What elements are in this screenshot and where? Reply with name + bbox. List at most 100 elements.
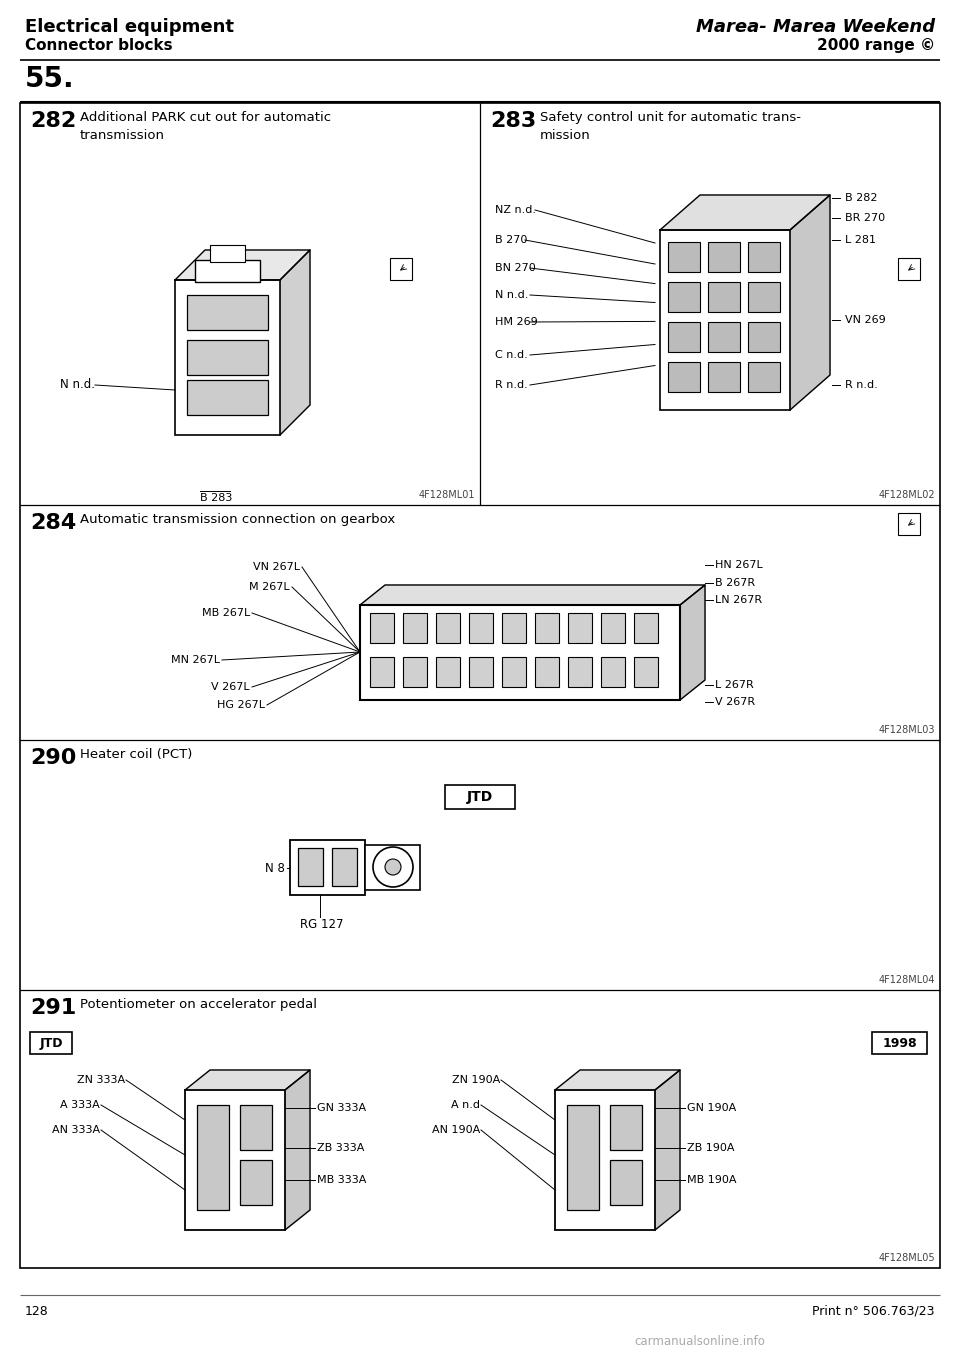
Bar — [445, 786, 515, 808]
Polygon shape — [185, 1069, 310, 1090]
Bar — [708, 362, 740, 392]
Bar — [175, 280, 280, 435]
Circle shape — [373, 846, 413, 887]
Polygon shape — [280, 250, 310, 435]
Text: B 282: B 282 — [845, 193, 877, 203]
Bar — [668, 242, 700, 272]
Bar — [469, 657, 493, 687]
Text: MN 267L: MN 267L — [171, 654, 220, 665]
Text: JTD: JTD — [39, 1037, 62, 1051]
Text: Potentiometer on accelerator pedal: Potentiometer on accelerator pedal — [80, 998, 317, 1011]
Text: MB 267L: MB 267L — [202, 608, 250, 618]
Bar — [197, 1105, 229, 1210]
Bar — [30, 1032, 72, 1055]
Text: 4F128ML01: 4F128ML01 — [419, 489, 475, 500]
Bar — [365, 845, 420, 890]
Bar — [502, 657, 526, 687]
Text: N 8: N 8 — [265, 861, 285, 875]
Text: 283: 283 — [490, 111, 537, 131]
Text: GN 333A: GN 333A — [317, 1103, 366, 1113]
Bar — [185, 1090, 285, 1230]
Text: MB 333A: MB 333A — [317, 1175, 367, 1184]
Text: M 267L: M 267L — [250, 581, 290, 592]
Text: Marea- Marea Weekend: Marea- Marea Weekend — [696, 18, 935, 37]
Text: L 267R: L 267R — [715, 680, 754, 690]
Bar — [610, 1160, 642, 1205]
Text: 282: 282 — [30, 111, 76, 131]
Polygon shape — [680, 585, 705, 700]
Bar — [360, 604, 680, 700]
Bar — [403, 657, 427, 687]
Bar — [708, 283, 740, 312]
Text: V 267R: V 267R — [715, 698, 756, 707]
Text: Heater coil (PCT): Heater coil (PCT) — [80, 748, 192, 761]
Polygon shape — [175, 250, 310, 280]
Text: B 283: B 283 — [200, 493, 232, 503]
Text: Electrical equipment: Electrical equipment — [25, 18, 234, 37]
Bar — [290, 840, 365, 895]
Bar — [748, 362, 780, 392]
Bar — [502, 612, 526, 644]
Text: Automatic transmission connection on gearbox: Automatic transmission connection on gea… — [80, 512, 396, 526]
Bar — [332, 848, 357, 886]
Bar — [436, 612, 460, 644]
Text: BN 270: BN 270 — [495, 264, 536, 273]
Bar — [298, 848, 323, 886]
Text: carmanualsonline.info: carmanualsonline.info — [635, 1334, 765, 1348]
Text: A n.d: A n.d — [451, 1101, 480, 1110]
Text: BR 270: BR 270 — [845, 214, 885, 223]
Bar — [567, 1105, 599, 1210]
Bar — [898, 512, 920, 535]
Text: B 267R: B 267R — [715, 579, 756, 588]
Bar — [610, 1105, 642, 1151]
Text: Additional PARK cut out for automatic
transmission: Additional PARK cut out for automatic tr… — [80, 111, 331, 142]
Bar — [601, 657, 625, 687]
Bar — [634, 657, 658, 687]
Text: 4F128ML03: 4F128ML03 — [878, 725, 935, 735]
Text: 4F128ML02: 4F128ML02 — [878, 489, 935, 500]
Text: 128: 128 — [25, 1305, 49, 1318]
Bar — [668, 362, 700, 392]
Text: A 333A: A 333A — [60, 1101, 100, 1110]
Text: LN 267R: LN 267R — [715, 595, 762, 604]
Text: 284: 284 — [30, 512, 76, 533]
Text: R n.d.: R n.d. — [845, 380, 877, 389]
Bar — [370, 657, 394, 687]
Bar — [568, 612, 592, 644]
Bar — [240, 1105, 272, 1151]
Bar — [210, 245, 245, 262]
Bar — [708, 242, 740, 272]
Text: ZB 333A: ZB 333A — [317, 1142, 365, 1153]
Polygon shape — [660, 195, 830, 230]
Text: AN 333A: AN 333A — [52, 1125, 100, 1134]
Text: 290: 290 — [30, 748, 77, 768]
Text: 1998: 1998 — [882, 1037, 918, 1051]
Text: 4F128ML04: 4F128ML04 — [878, 975, 935, 986]
Text: MB 190A: MB 190A — [687, 1175, 736, 1184]
Text: AN 190A: AN 190A — [432, 1125, 480, 1134]
Bar — [898, 258, 920, 280]
Bar — [668, 322, 700, 352]
Bar — [872, 1032, 927, 1055]
Text: V 267L: V 267L — [211, 681, 250, 692]
Polygon shape — [790, 195, 830, 410]
Bar — [195, 260, 260, 283]
Bar — [240, 1160, 272, 1205]
Bar — [403, 612, 427, 644]
Bar — [535, 612, 559, 644]
Bar — [20, 103, 940, 1268]
Text: ZN 333A: ZN 333A — [77, 1075, 125, 1086]
Text: NZ n.d.: NZ n.d. — [495, 206, 536, 215]
Bar — [748, 283, 780, 312]
Polygon shape — [655, 1069, 680, 1230]
Text: C n.d.: C n.d. — [495, 350, 528, 360]
Bar — [469, 612, 493, 644]
Text: R n.d.: R n.d. — [495, 380, 528, 389]
Text: ZB 190A: ZB 190A — [687, 1142, 734, 1153]
Text: GN 190A: GN 190A — [687, 1103, 736, 1113]
Bar — [660, 230, 790, 410]
Text: Print n° 506.763/23: Print n° 506.763/23 — [812, 1305, 935, 1318]
Text: B 270: B 270 — [495, 235, 527, 245]
Bar — [370, 612, 394, 644]
Bar — [748, 242, 780, 272]
